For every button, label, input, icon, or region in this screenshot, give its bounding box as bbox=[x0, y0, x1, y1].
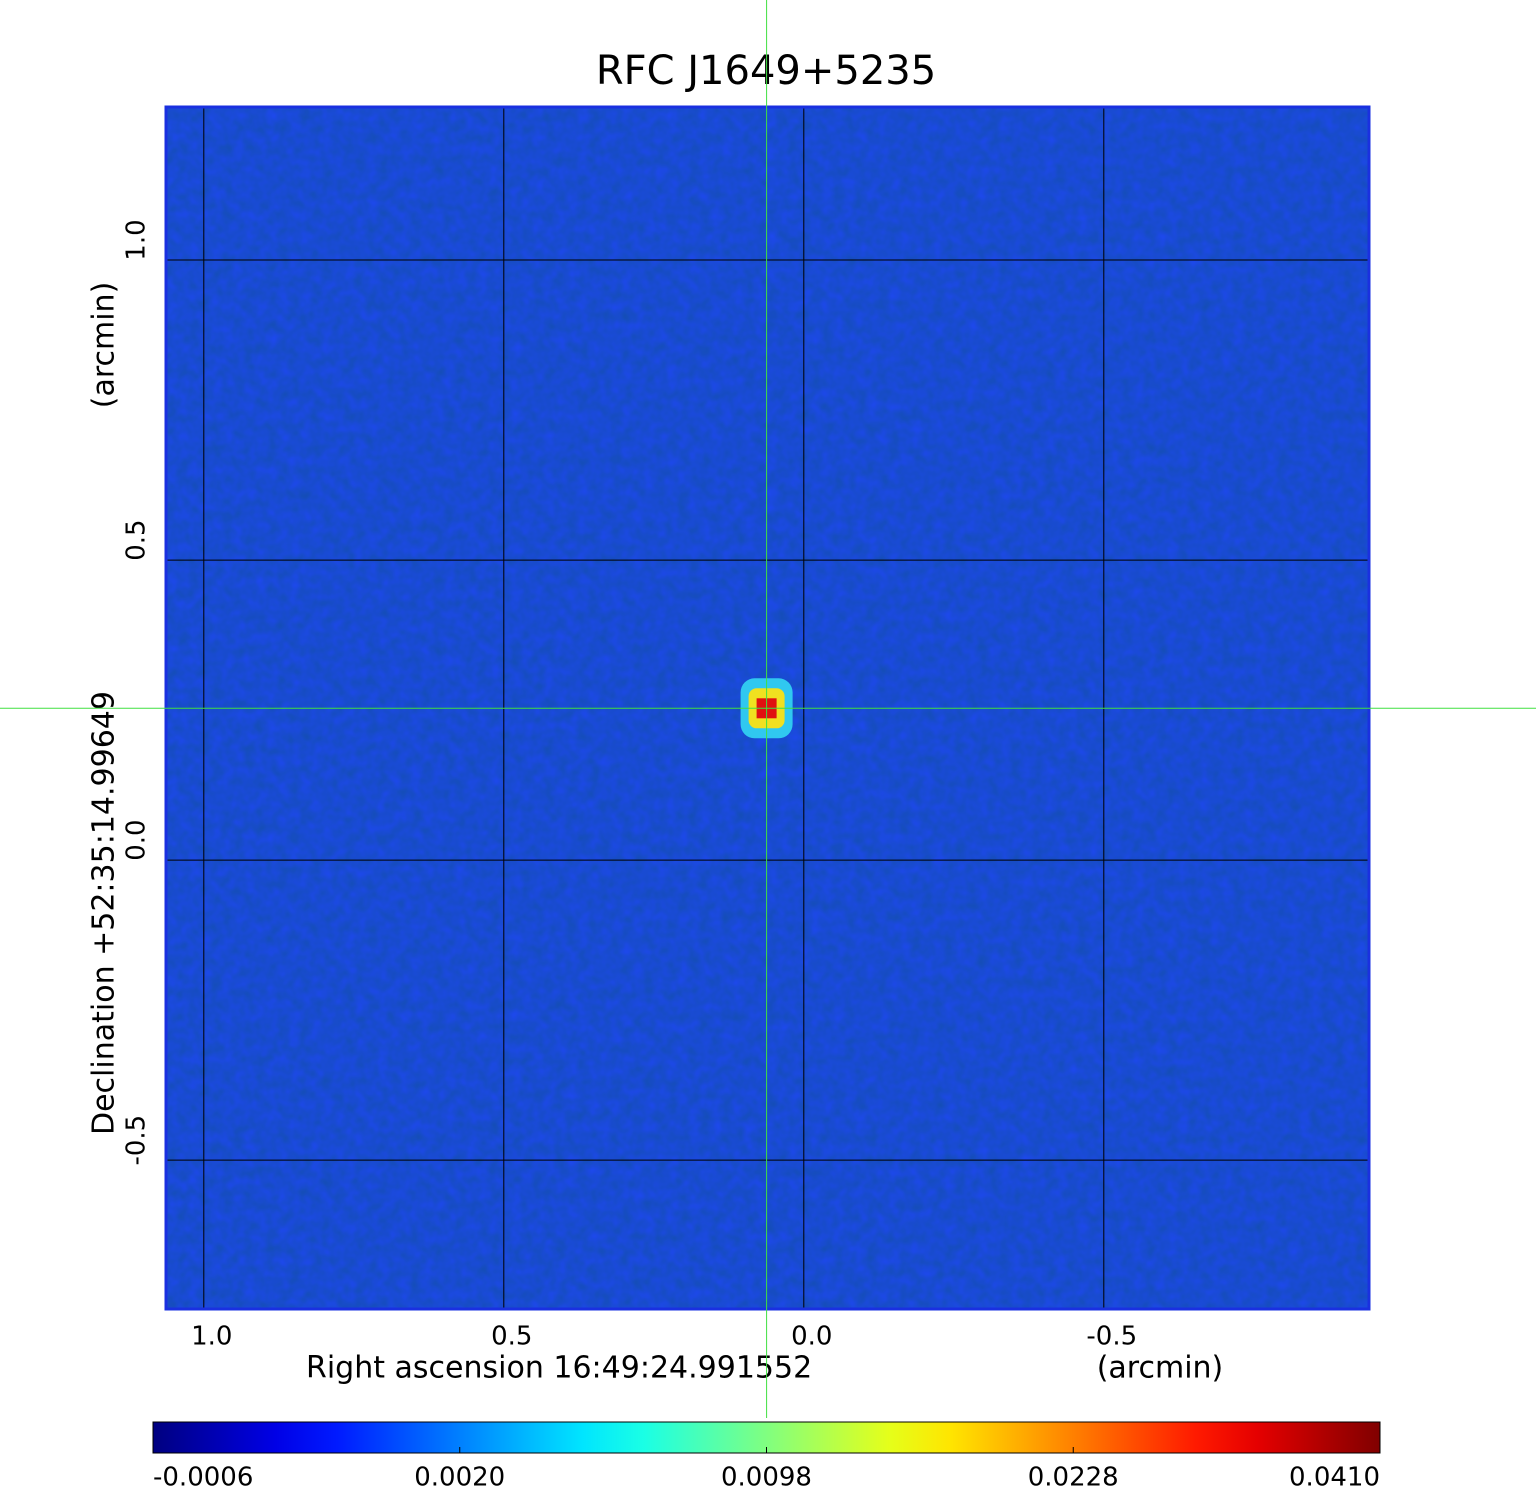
colorbar-tick-label: 0.0020 bbox=[414, 1463, 505, 1493]
y-tick-label: 0.5 bbox=[122, 519, 152, 560]
colorbar-tick-label: -0.0006 bbox=[153, 1463, 253, 1493]
y-tick-label: 1.0 bbox=[122, 219, 152, 260]
chart-title: RFC J1649+5235 bbox=[596, 48, 936, 94]
colorbar-tick-label: 0.0410 bbox=[1289, 1463, 1380, 1493]
y-tick-label: -0.5 bbox=[122, 1115, 152, 1166]
x-axis-unit: (arcmin) bbox=[1097, 1351, 1224, 1386]
x-tick-label: 0.0 bbox=[791, 1322, 832, 1352]
x-axis-label: Right ascension 16:49:24.991552 bbox=[306, 1351, 812, 1386]
colorbar-tick-label: 0.0228 bbox=[1028, 1463, 1119, 1493]
y-axis-unit: (arcmin) bbox=[87, 282, 122, 409]
x-tick-label: -0.5 bbox=[1086, 1322, 1137, 1352]
y-axis-label: Declination +52:35:14.99649 bbox=[87, 691, 122, 1135]
x-tick-label: 1.0 bbox=[191, 1322, 232, 1352]
x-tick-label: 0.5 bbox=[491, 1322, 532, 1352]
y-tick-label: 0.0 bbox=[122, 819, 152, 860]
colorbar-tick-label: 0.0098 bbox=[721, 1463, 812, 1493]
